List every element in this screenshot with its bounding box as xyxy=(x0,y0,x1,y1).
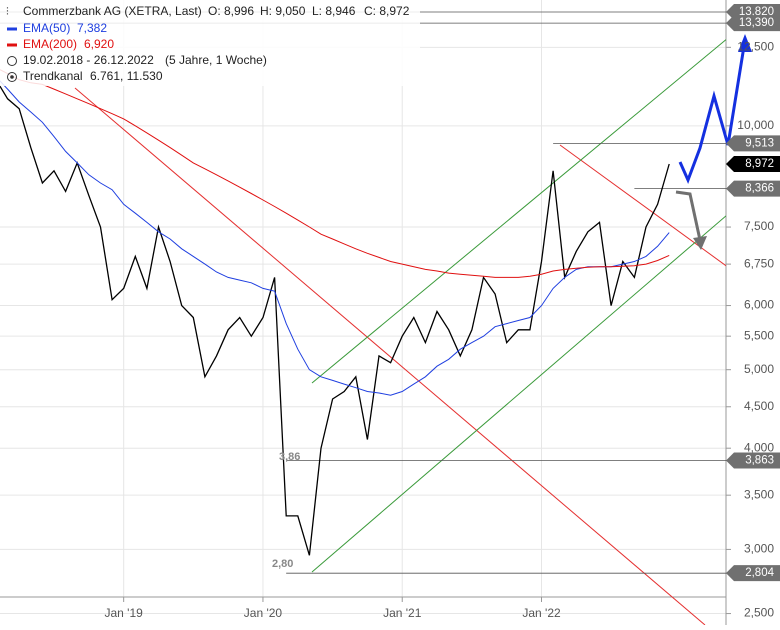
x-tick-label: Jan '20 xyxy=(244,606,283,620)
grid xyxy=(0,0,731,615)
ohlc: C: 8,972 xyxy=(364,4,410,18)
legend-bg xyxy=(0,0,420,86)
price-tag-label: 2,804 xyxy=(745,567,774,579)
x-tick-label: Jan '22 xyxy=(522,606,561,620)
downtrend-line xyxy=(559,144,726,267)
price-tag xyxy=(726,15,780,32)
y-tick-label: 6,750 xyxy=(744,256,774,270)
ohlc: L: 8,946 xyxy=(312,4,356,18)
legend-value: 7,382 xyxy=(77,21,107,35)
y-tick-label: 5,000 xyxy=(744,362,774,376)
y-tick-label: 10,000 xyxy=(737,118,774,132)
y-tick-label: 5,500 xyxy=(744,328,774,342)
series-line xyxy=(0,85,670,556)
y-tick-label: 2,500 xyxy=(744,606,774,620)
legend-icon: ⫶ xyxy=(6,6,9,18)
period: 19.02.2018 - 26.12.2022 xyxy=(23,53,154,67)
y-tick-label: 12,500 xyxy=(737,40,774,54)
series-line xyxy=(0,80,670,396)
period-note: (5 Jahre, 1 Woche) xyxy=(165,53,267,67)
y-tick-label: 4,500 xyxy=(744,399,774,413)
price-tag-label: 3,863 xyxy=(745,454,774,466)
clock-icon xyxy=(7,56,17,66)
ohlc: O: 8,996 xyxy=(208,4,254,18)
y-tick-label: 4,000 xyxy=(744,440,774,454)
price-tag xyxy=(726,135,780,152)
forecast-arrow-up xyxy=(678,39,747,184)
price-tag-label: 8,366 xyxy=(745,183,774,195)
legend: ⫶ Commerzbank AG (XETRA, Last) O: 8,996 … xyxy=(0,0,420,86)
forecast-arrow-down xyxy=(675,190,702,241)
x-tick-label: Jan '19 xyxy=(105,606,144,620)
y-tick-label: 6,000 xyxy=(744,298,774,312)
price-tag xyxy=(726,155,780,172)
channel-icon xyxy=(10,75,14,79)
price-tag xyxy=(726,452,780,469)
annotation: 2,80 xyxy=(272,558,293,570)
price-tag xyxy=(726,565,780,582)
ohlc: H: 9,050 xyxy=(260,4,306,18)
downtrend-line xyxy=(74,87,706,625)
channel-upper xyxy=(311,38,726,384)
annotation: 3,86 xyxy=(279,451,300,463)
legend-label: EMA(200) xyxy=(23,37,77,51)
price-tag-label: 13,820 xyxy=(739,6,774,18)
arrow-head xyxy=(738,34,752,52)
channel-icon xyxy=(7,72,17,82)
channel-value: 6.761, 11.530 xyxy=(90,69,163,83)
price-tag-label: 8,972 xyxy=(745,158,774,170)
y-tick-label: 3,500 xyxy=(744,487,774,501)
arrow-head xyxy=(693,236,707,250)
x-tick-label: Jan '21 xyxy=(383,606,422,620)
series xyxy=(0,69,670,556)
channel-lower xyxy=(311,215,726,573)
trendlines xyxy=(74,38,726,625)
legend-title: Commerzbank AG (XETRA, Last) xyxy=(23,4,202,18)
y-tick-label: 3,000 xyxy=(744,542,774,556)
price-tag xyxy=(726,180,780,197)
channel-label: Trendkanal xyxy=(23,69,83,83)
series-line xyxy=(0,69,670,278)
y-tick-label: 7,500 xyxy=(744,219,774,233)
legend-value: 6,920 xyxy=(84,37,114,51)
price-tag-label: 13,390 xyxy=(739,17,774,29)
legend-label: EMA(50) xyxy=(23,21,70,35)
price-tag-label: 9,513 xyxy=(745,137,774,149)
